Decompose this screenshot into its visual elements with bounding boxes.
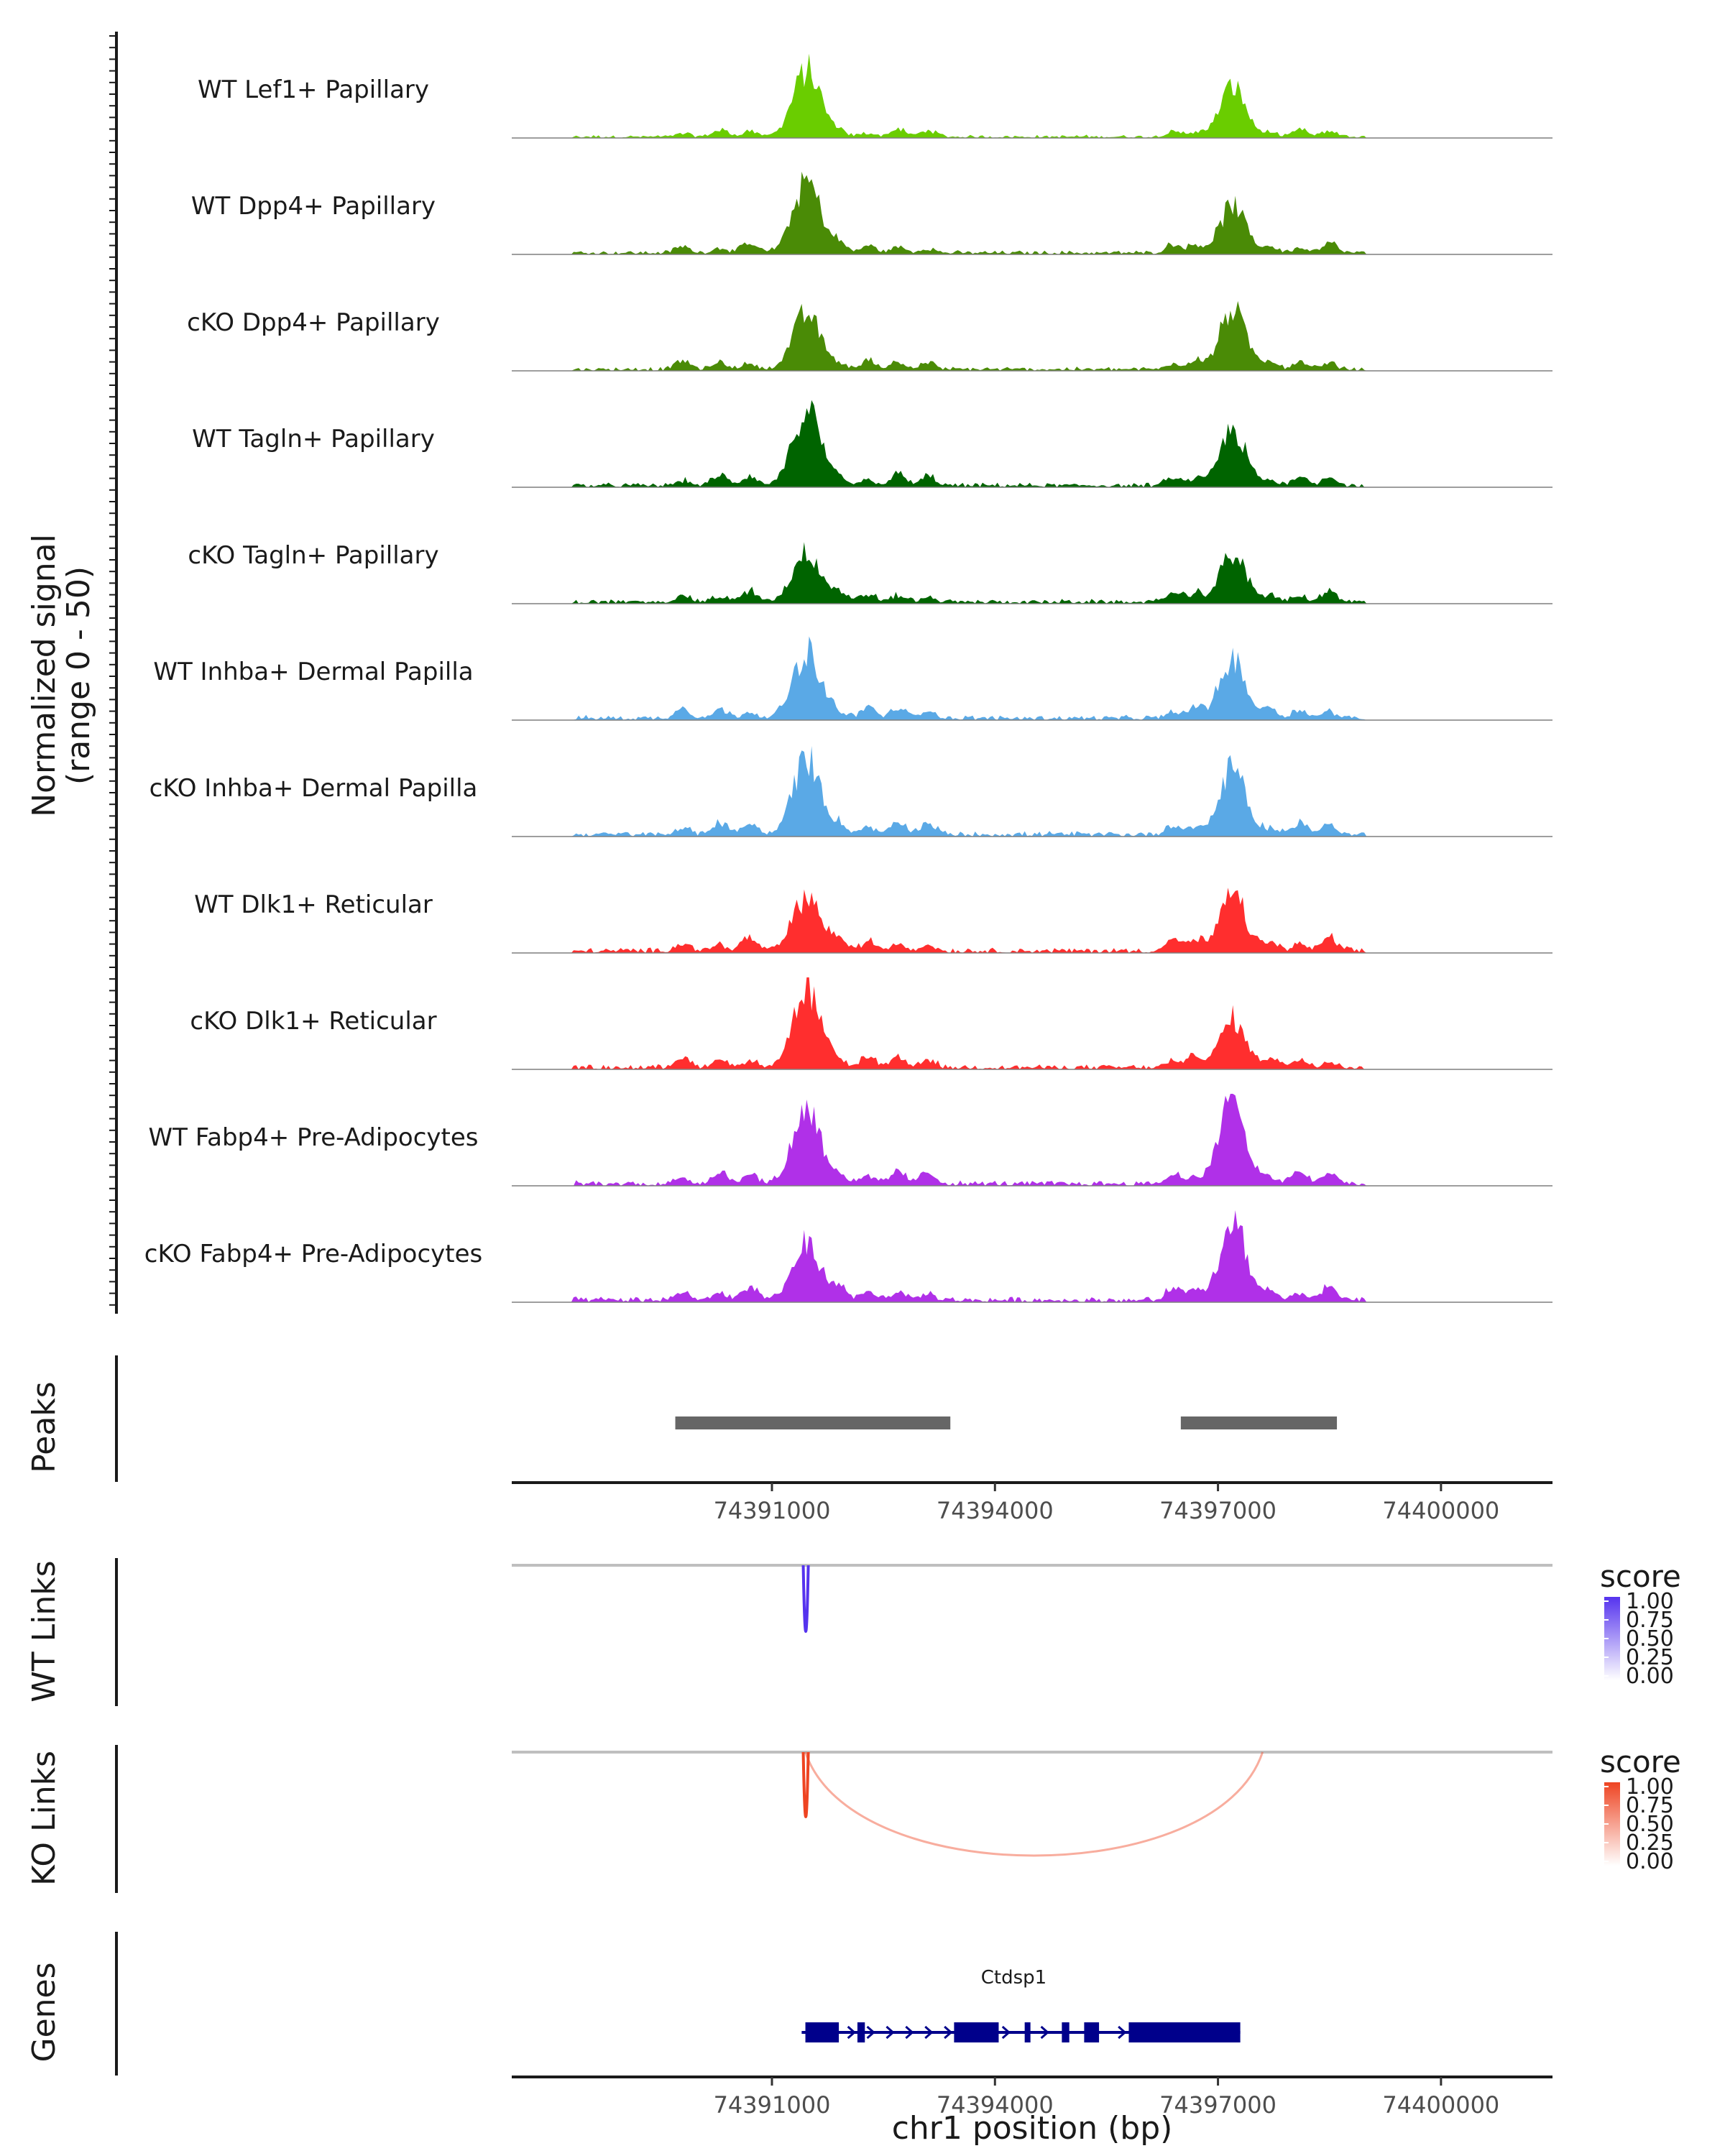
coverage-track: cKO Dlk1+ Reticular	[190, 977, 1552, 1070]
coverage-area	[512, 53, 1552, 138]
legend-tick-label: 0.50	[1626, 1626, 1674, 1651]
strand-chevron	[1040, 2025, 1049, 2040]
coverage-area	[512, 636, 1552, 720]
wt-links-track	[115, 1558, 1552, 1706]
coverage-area	[512, 171, 1552, 254]
coverage-area	[512, 888, 1552, 953]
track-label: cKO Dpp4+ Papillary	[187, 308, 440, 337]
track-label: WT Fabp4+ Pre-Adipocytes	[149, 1123, 479, 1152]
coverage-track: WT Tagln+ Papillary	[192, 400, 1552, 488]
legend-tick-label: 0.75	[1626, 1608, 1674, 1633]
gene-exon	[954, 2022, 999, 2042]
track-label: cKO Tagln+ Papillary	[188, 541, 438, 570]
legend-tick-label: 0.00	[1626, 1849, 1674, 1874]
gene-exon	[1062, 2022, 1070, 2042]
legend-title: score	[1600, 1559, 1681, 1594]
gene-exon	[857, 2022, 865, 2042]
link-arc	[801, 1751, 810, 1818]
coverage-area	[512, 1210, 1552, 1302]
track-label: WT Lef1+ Papillary	[198, 75, 429, 104]
coverage-track: cKO Dpp4+ Papillary	[187, 300, 1552, 372]
gene-name-label: Ctdsp1	[981, 1967, 1046, 1989]
x-tick-label: 74400000	[1382, 2091, 1499, 2119]
genes-track-label: Genes	[26, 1962, 63, 2062]
coverage-track: cKO Inhba+ Dermal Papilla	[150, 746, 1552, 837]
x-axis-bottom: 74391000 74394000 74397000 74400000	[512, 2076, 1552, 2119]
track-label: WT Dpp4+ Papillary	[191, 192, 436, 221]
x-tick-label: 74394000	[937, 2091, 1054, 2119]
x-tick-label: 74397000	[1159, 1497, 1276, 1524]
coverage-area	[512, 300, 1552, 371]
coverage-track: WT Lef1+ Papillary	[198, 53, 1552, 139]
ko-links-track	[115, 1745, 1552, 1893]
gene-exon	[805, 2022, 840, 2042]
legend-tick-label: 0.75	[1626, 1793, 1674, 1818]
strand-chevron	[905, 2025, 914, 2040]
track-label: cKO Dlk1+ Reticular	[190, 1007, 436, 1036]
coverage-track: WT Inhba+ Dermal Papilla	[153, 636, 1552, 721]
strand-chevron	[944, 2025, 953, 2040]
x-tick-label: 74400000	[1382, 1497, 1499, 1524]
ko-links-track-label: KO Links	[26, 1751, 63, 1886]
coverage-area	[512, 1094, 1552, 1186]
strand-chevron	[847, 2025, 856, 2040]
track-label: WT Dlk1+ Reticular	[194, 890, 433, 919]
coverage-y-axis	[109, 32, 118, 1314]
link-arc	[804, 1751, 1264, 1857]
coverage-area	[512, 542, 1552, 604]
legend-colorbar	[1604, 1782, 1620, 1866]
strand-chevron	[886, 2025, 895, 2040]
coverage-area	[512, 400, 1552, 487]
coverage-area	[512, 746, 1552, 837]
strand-chevron	[924, 2025, 934, 2040]
coverage-tracks: WT Lef1+ Papillary WT Dpp4+ Papillary cKO …	[144, 53, 1552, 1303]
track-label: cKO Fabp4+ Pre-Adipocytes	[144, 1240, 483, 1268]
coverage-track: cKO Fabp4+ Pre-Adipocytes	[144, 1210, 1552, 1303]
legend-colorbar	[1604, 1597, 1620, 1680]
x-tick-label: 74391000	[714, 1497, 831, 1524]
strand-chevron	[866, 2025, 875, 2040]
coverage-area	[512, 977, 1552, 1069]
track-label: WT Inhba+ Dermal Papilla	[153, 658, 473, 686]
coverage-track: WT Fabp4+ Pre-Adipocytes	[149, 1094, 1552, 1187]
gene-exon	[1024, 2022, 1031, 2042]
strand-chevron	[1001, 2025, 1011, 2040]
x-axis-title: chr1 position (bp)	[892, 2110, 1173, 2147]
legend-tick-label: 0.50	[1626, 1812, 1674, 1837]
peak-region	[675, 1416, 951, 1429]
wt-links-track-label: WT Links	[26, 1560, 63, 1702]
track-label: cKO Inhba+ Dermal Papilla	[150, 774, 478, 803]
legend-title: score	[1600, 1744, 1681, 1779]
legend-tick-label: 0.25	[1626, 1830, 1674, 1856]
coverage-track: WT Dlk1+ Reticular	[194, 888, 1552, 954]
coverage-y-axis-subtitle: (range 0 - 50)	[60, 566, 97, 785]
gene-exon	[1128, 2022, 1241, 2042]
legend-tick-label: 1.00	[1626, 1774, 1674, 1800]
x-axis-top: 74391000 74394000 74397000 74400000	[512, 1481, 1552, 1524]
coverage-track: WT Dpp4+ Papillary	[191, 171, 1552, 255]
peaks-track	[115, 1355, 1338, 1482]
legend-tick-label: 0.00	[1626, 1664, 1674, 1689]
legend-tick-label: 1.00	[1626, 1589, 1674, 1614]
strand-chevron	[1118, 2025, 1127, 2040]
x-tick-label: 74397000	[1159, 2091, 1276, 2119]
coverage-track: cKO Tagln+ Papillary	[188, 541, 1552, 604]
x-tick-label: 74394000	[937, 1497, 1054, 1524]
legend-tick-label: 0.25	[1626, 1645, 1674, 1670]
gene-exon	[1084, 2022, 1100, 2042]
peaks-track-label: Peaks	[26, 1381, 63, 1473]
x-tick-label: 74391000	[714, 2091, 831, 2119]
coverage-y-axis-title: Normalized signal	[26, 534, 63, 817]
track-label: WT Tagln+ Papillary	[192, 425, 435, 453]
link-arc	[801, 1565, 810, 1633]
peak-region	[1180, 1416, 1338, 1429]
genes-track: Ctdsp1	[115, 1932, 1241, 2076]
